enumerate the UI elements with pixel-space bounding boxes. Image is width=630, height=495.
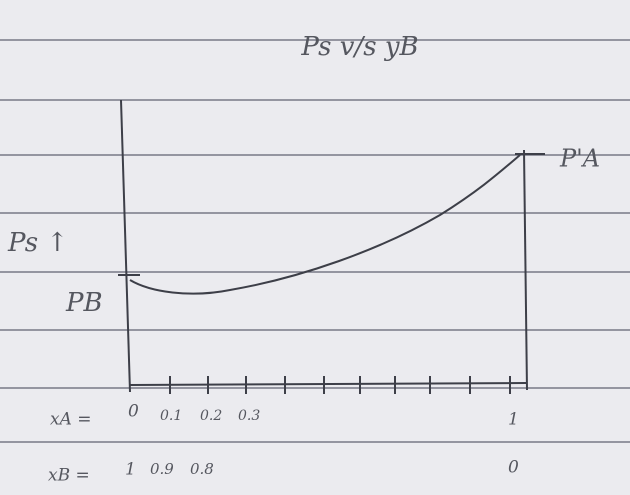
- xa-tick: 0.2: [200, 408, 222, 424]
- xa-tick: 0: [128, 402, 139, 422]
- sketch: Ps v/s yB Ps ↑ PB P'A xA = 0 0.1 0.2 0.3…: [0, 0, 630, 495]
- xa-tick: 0.1: [160, 408, 182, 424]
- y-axis-label: Ps ↑: [7, 228, 68, 258]
- xb-tick: 0.8: [190, 460, 214, 478]
- xa-label: xA =: [50, 410, 92, 430]
- right-end-label: P'A: [559, 145, 600, 173]
- xb-label: xB =: [48, 466, 90, 486]
- xb-tick: 0: [508, 458, 519, 478]
- xb-tick: 1: [125, 460, 136, 480]
- paper: [0, 0, 630, 495]
- left-end-label: PB: [65, 288, 103, 318]
- xb-tick: 0.9: [150, 460, 174, 478]
- title: Ps v/s yB: [300, 32, 418, 62]
- xa-tick: 1: [508, 410, 519, 430]
- xa-tick: 0.3: [238, 408, 260, 424]
